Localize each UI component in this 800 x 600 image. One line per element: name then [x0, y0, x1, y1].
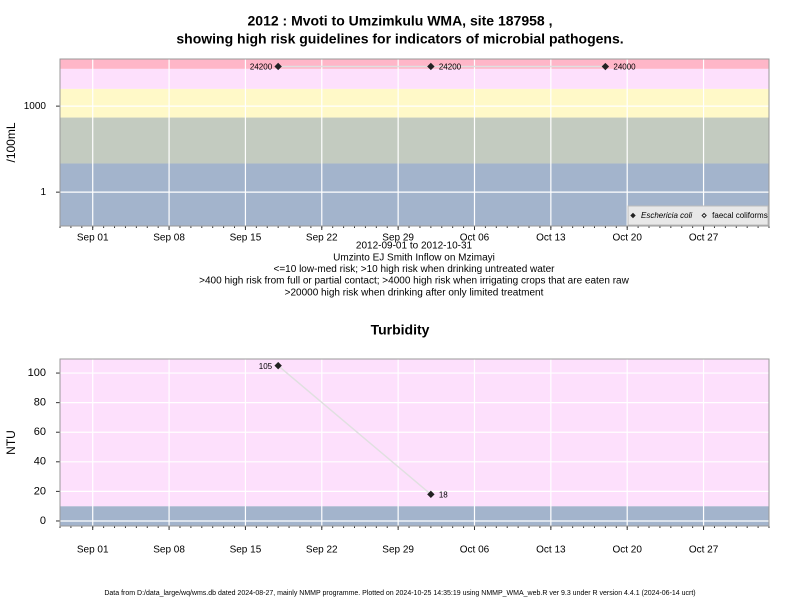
data-label: 24200 — [439, 63, 462, 72]
risk-band — [60, 59, 769, 69]
y-tick-label: 40 — [34, 456, 46, 468]
x-tick-label: Oct 20 — [612, 233, 642, 244]
y-axis-label: NTU — [4, 430, 18, 455]
y-axis-label: /100mL — [4, 122, 18, 162]
legend-label: Eschericia coli — [641, 211, 692, 220]
subtitle-line: >400 high risk from full or partial cont… — [199, 276, 629, 287]
subtitle-line: <=10 low-med risk; >10 high risk when dr… — [274, 264, 556, 275]
legend-label: faecal coliforms — [712, 211, 768, 220]
data-point — [427, 490, 435, 499]
legend-marker — [701, 212, 707, 219]
risk-band — [60, 68, 769, 89]
subtitle-line: 2012-09-01 to 2012-10-31 — [356, 241, 473, 252]
legend-box — [627, 205, 769, 226]
x-tick-label: Oct 06 — [460, 545, 490, 556]
x-tick-label: Sep 29 — [382, 545, 414, 556]
x-tick-label: Sep 01 — [77, 233, 109, 244]
data-point — [274, 62, 282, 71]
risk-band — [60, 506, 769, 526]
chart-title: Turbidity — [371, 322, 430, 338]
data-label: 24000 — [613, 63, 636, 72]
x-tick-label: Sep 22 — [306, 545, 338, 556]
risk-band — [60, 88, 769, 118]
x-tick-label: Sep 22 — [306, 233, 338, 244]
legend-marker — [630, 212, 636, 219]
x-tick-label: Sep 08 — [153, 233, 185, 244]
y-tick-label: 80 — [34, 397, 46, 409]
chart-title: 2012 : Mvoti to Umzimkulu WMA, site 1879… — [248, 13, 553, 29]
data-label: 24200 — [250, 63, 273, 72]
x-tick-label: Oct 06 — [460, 233, 490, 244]
plot-frame — [59, 358, 770, 527]
data-point — [427, 62, 435, 71]
y-tick-label: 1000 — [24, 101, 47, 112]
risk-band — [60, 117, 769, 164]
footer: Data from D:/data_large/wq/wms.db dated … — [104, 590, 695, 597]
data-label: 105 — [259, 362, 273, 371]
y-tick-label: 100 — [28, 367, 46, 379]
y-tick-label: 0 — [40, 515, 46, 527]
x-tick-label: Sep 29 — [382, 233, 414, 244]
plot-frame — [59, 58, 770, 227]
series-line — [277, 365, 432, 495]
data-label: 18 — [439, 490, 448, 499]
x-tick-label: Oct 27 — [689, 545, 719, 556]
subtitle-line: Umzinto EJ Smith Inflow on Mzimayi — [333, 252, 495, 263]
y-tick-label: 1 — [40, 187, 46, 198]
x-tick-label: Sep 15 — [230, 233, 262, 244]
x-tick-label: Oct 13 — [536, 233, 566, 244]
x-tick-label: Oct 13 — [536, 545, 566, 556]
data-point — [274, 361, 282, 370]
y-tick-label: 20 — [34, 485, 46, 497]
x-tick-label: Sep 08 — [153, 545, 185, 556]
subtitle-line: >20000 high risk when drinking after onl… — [285, 287, 544, 298]
data-point — [601, 62, 610, 71]
x-tick-label: Sep 15 — [230, 545, 262, 556]
x-tick-label: Oct 20 — [612, 545, 642, 556]
x-tick-label: Oct 27 — [689, 233, 719, 244]
x-tick-label: Sep 01 — [77, 545, 109, 556]
chart-title: showing high risk guidelines for indicat… — [176, 31, 623, 47]
y-tick-label: 60 — [34, 426, 46, 438]
